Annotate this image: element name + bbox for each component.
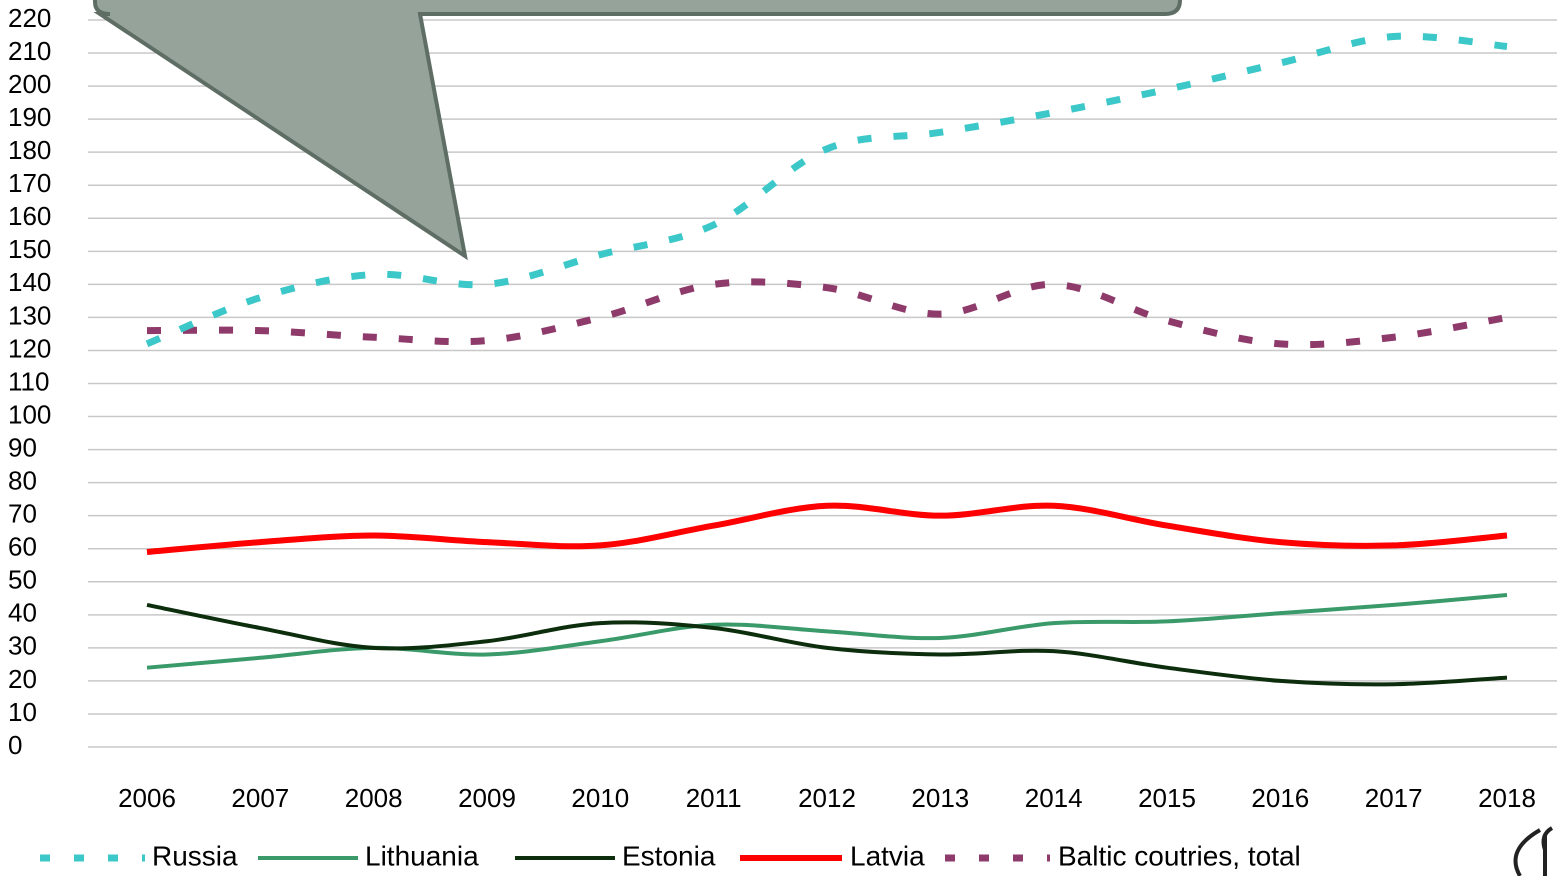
y-tick-label: 200 [8,69,51,99]
x-tick-label: 2015 [1138,783,1196,813]
legend-label: Russia [152,840,238,871]
y-tick-label: 0 [8,730,22,760]
x-tick-label: 2016 [1251,783,1309,813]
y-tick-label: 220 [8,3,51,33]
y-tick-label: 110 [8,366,49,396]
x-tick-label: 2013 [911,783,969,813]
x-tick-label: 2008 [345,783,403,813]
y-tick-label: 170 [8,168,51,198]
y-tick-label: 20 [8,664,37,694]
y-tick-label: 90 [8,432,37,462]
series-line [146,602,1508,687]
x-tick-label: 2011 [686,783,742,813]
y-tick-label: 190 [8,102,51,132]
y-tick-label: 120 [8,333,51,363]
legend-label: Latvia [850,840,925,871]
y-tick-label: 60 [8,532,37,562]
logo [1513,826,1554,876]
y-tick-label: 40 [8,598,37,628]
x-tick-label: 2017 [1365,783,1423,813]
series-line [146,278,1508,349]
y-tick-label: 180 [8,135,51,165]
y-tick-label: 210 [8,36,51,66]
x-tick-label: 2014 [1025,783,1083,813]
y-tick-label: 10 [8,697,37,727]
legend-label: Lithuania [365,840,479,871]
x-tick-label: 2018 [1478,783,1536,813]
y-tick-label: 50 [8,565,37,595]
x-tick-label: 2009 [458,783,516,813]
y-tick-label: 100 [8,399,51,429]
y-tick-label: 150 [8,234,51,264]
y-tick-label: 80 [8,466,37,496]
series-line [145,32,1508,348]
series-line [146,592,1508,670]
legend-label: Baltic coutries, total [1058,840,1301,871]
legend-label: Estonia [622,840,716,871]
y-tick-label: 140 [8,267,51,297]
legend: Russia Lithuania Estonia Latvia Baltic coutr… [40,840,1301,871]
x-tick-label: 2006 [118,783,176,813]
x-tick-label: 2007 [231,783,289,813]
y-tick-label: 30 [8,631,37,661]
series-line [146,502,1508,556]
y-tick-label: 70 [8,499,37,529]
y-tick-label: 160 [8,201,51,231]
callout-shape [93,0,1182,261]
x-tick-label: 2012 [798,783,856,813]
x-tick-label: 2010 [571,783,629,813]
y-tick-label: 130 [8,300,51,330]
